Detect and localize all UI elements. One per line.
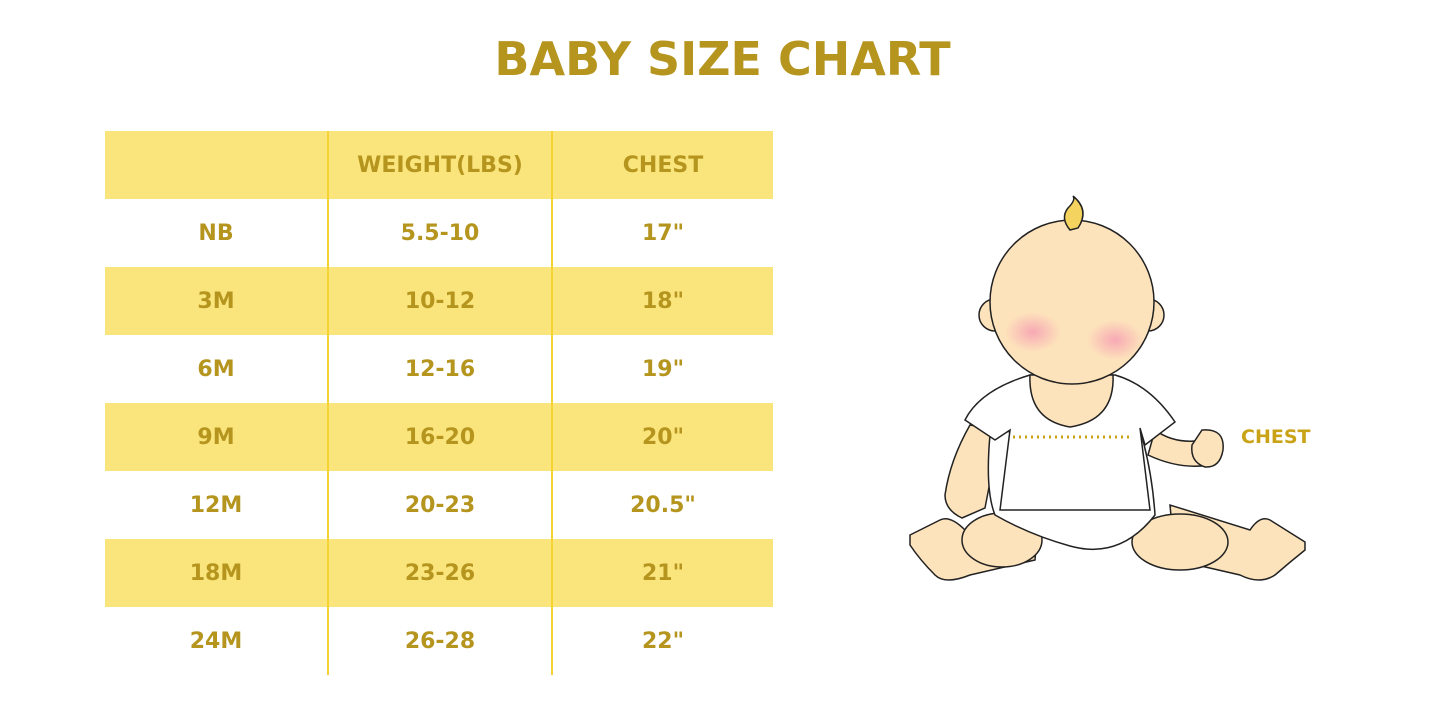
cell-size: 9M <box>197 424 235 450</box>
cell-weight: 26-28 <box>327 607 553 675</box>
cell-chest: 18" <box>641 288 685 314</box>
cell-size: 18M <box>189 560 243 586</box>
cell-weight: 23-26 <box>327 539 553 607</box>
header-size <box>105 131 328 199</box>
cell-size: 3M <box>197 288 235 314</box>
cell-chest: 22" <box>641 628 685 654</box>
cell-chest: 19" <box>641 356 685 382</box>
header-chest: CHEST <box>622 152 704 178</box>
cell-weight: 12-16 <box>327 335 553 403</box>
table-row: 12M 20-23 20.5" <box>105 471 773 539</box>
cell-weight: 16-20 <box>327 403 553 471</box>
cell-chest: 17" <box>641 220 685 246</box>
table-row: 6M 12-16 19" <box>105 335 773 403</box>
size-table: WEIGHT(LBS) CHEST NB 5.5-10 17" 3M 10-12 18"… <box>105 131 773 675</box>
cell-size: 24M <box>189 628 243 654</box>
cell-size: NB <box>198 220 234 246</box>
table-row: 9M 16-20 20" <box>105 403 773 471</box>
cell-weight: 5.5-10 <box>327 199 553 267</box>
cell-chest: 21" <box>641 560 685 586</box>
cell-size: 6M <box>197 356 235 382</box>
table-header: WEIGHT(LBS) CHEST <box>105 131 773 199</box>
cell-weight: 20-23 <box>327 471 553 539</box>
page-title: BABY SIZE CHART <box>494 32 951 86</box>
cell-weight: 10-12 <box>327 267 553 335</box>
table-row: 24M 26-28 22" <box>105 607 773 675</box>
baby-illustration-icon <box>909 195 1306 581</box>
cell-chest: 20.5" <box>630 492 696 518</box>
table-row: 3M 10-12 18" <box>105 267 773 335</box>
cell-size: 12M <box>189 492 243 518</box>
chest-label: CHEST <box>1241 426 1311 448</box>
header-weight: WEIGHT(LBS) <box>327 131 553 199</box>
table-row: 18M 23-26 21" <box>105 539 773 607</box>
table-row: NB 5.5-10 17" <box>105 199 773 267</box>
cell-chest: 20" <box>641 424 685 450</box>
